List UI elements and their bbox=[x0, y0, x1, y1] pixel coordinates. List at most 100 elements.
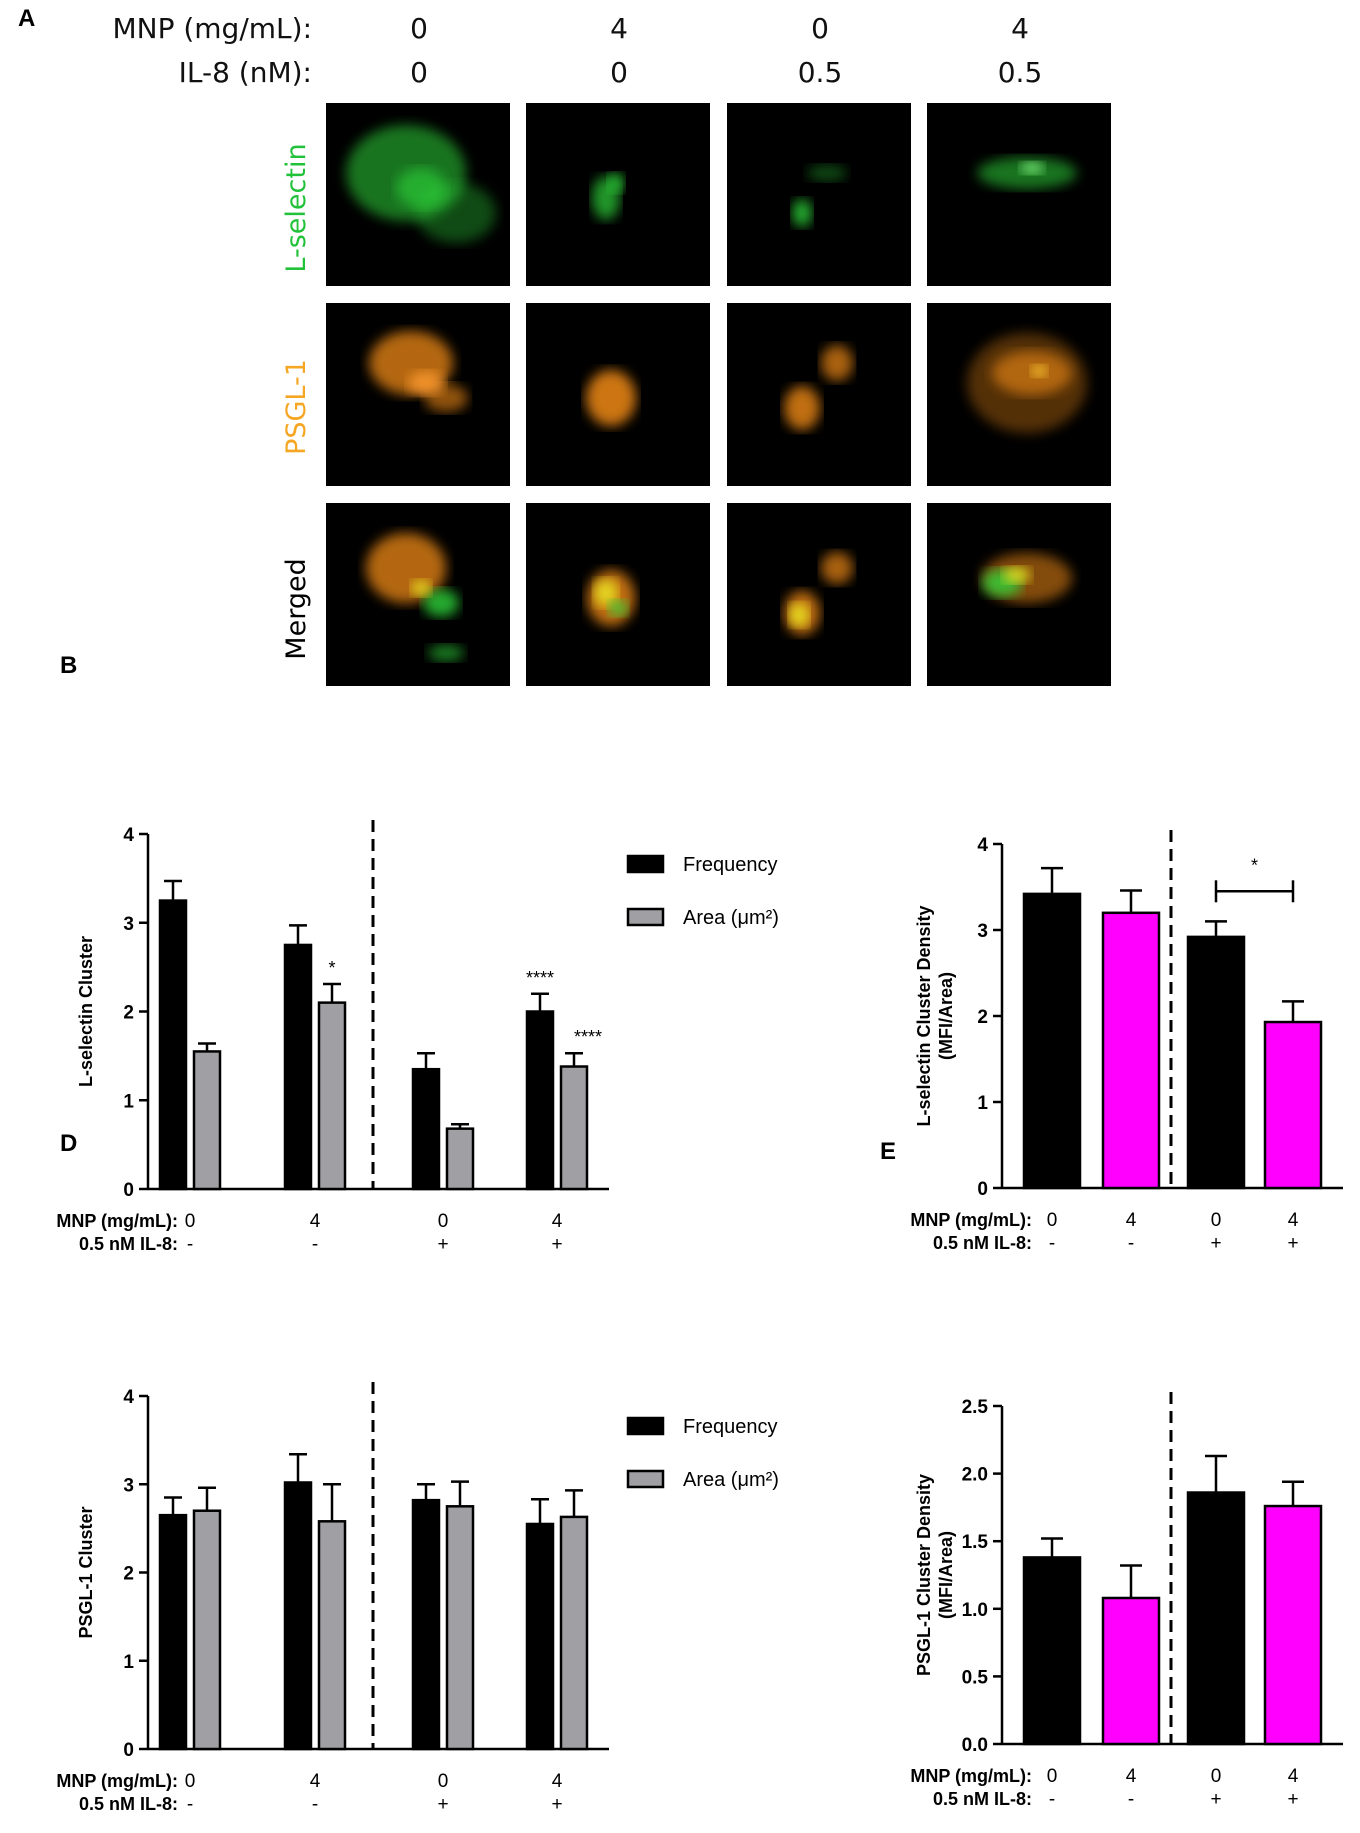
chart-c-row-label-il8: 0.5 nM IL-8: bbox=[933, 1233, 1032, 1253]
chart-d-bar-area-2 bbox=[317, 1520, 347, 1751]
chart-d-bar-area-1 bbox=[192, 1509, 222, 1751]
chart-c-x-label-mnp-3: 0 bbox=[1211, 1210, 1222, 1231]
chart-e-x-label-mnp-1: 0 bbox=[1047, 1766, 1058, 1787]
chart-d-legend-swatch-area bbox=[626, 1469, 665, 1489]
micrograph-l-selectin-col-2 bbox=[526, 103, 710, 286]
chart-b-bar-area-2 bbox=[317, 1001, 347, 1191]
chart-b-y-tick-label: 2 bbox=[123, 1003, 134, 1024]
chart-d-y-tick-label: 0 bbox=[123, 1740, 134, 1761]
chart-b-y-tick-label: 3 bbox=[123, 914, 134, 935]
chart-d-y-tick-label: 1 bbox=[123, 1652, 134, 1673]
chart-e-row-label-mnp: MNP (mg/mL): bbox=[910, 1766, 1032, 1786]
chart-b-x-label-il8-1: - bbox=[187, 1234, 193, 1255]
col-4-mnp: 4 bbox=[1011, 12, 1029, 45]
chart-b-bar-area-3 bbox=[445, 1127, 475, 1191]
chart-c-row-label-mnp: MNP (mg/mL): bbox=[910, 1210, 1032, 1230]
chart-e-bar-1 bbox=[1022, 1556, 1082, 1746]
micrograph-merged-col-4 bbox=[927, 503, 1111, 686]
chart-d-row-label-mnp: MNP (mg/mL): bbox=[56, 1771, 178, 1791]
chart-b-bar-area-1 bbox=[192, 1050, 222, 1191]
chart-c-y-tick-label: 4 bbox=[977, 835, 988, 856]
chart-d-row-label-il8: 0.5 nM IL-8: bbox=[79, 1794, 178, 1814]
chart-c-significance-star: * bbox=[1251, 855, 1258, 875]
chart-d-x-label-il8-3: + bbox=[437, 1794, 448, 1815]
chart-d-x-label-mnp-4: 4 bbox=[552, 1771, 563, 1792]
chart-b-row-label-mnp: MNP (mg/mL): bbox=[56, 1211, 178, 1231]
chart-e-y-tick-label: 0.0 bbox=[962, 1735, 988, 1756]
chart-b-significance-1: * bbox=[328, 958, 335, 978]
chart-e-x-label-mnp-2: 4 bbox=[1126, 1766, 1137, 1787]
chart-b-bar-frequency-3 bbox=[411, 1067, 441, 1191]
chart-e-y-label-2: (MFI/Area) bbox=[936, 1531, 956, 1619]
panel-label-e: E bbox=[880, 1138, 897, 1165]
chart-c-y-tick-label: 2 bbox=[977, 1007, 988, 1028]
chart-c-x-label-il8-4: + bbox=[1287, 1233, 1298, 1254]
chart-b-x-label-il8-3: + bbox=[437, 1234, 448, 1255]
panel-label-d: D bbox=[60, 1130, 78, 1157]
chart-c-y-tick-label: 0 bbox=[977, 1179, 988, 1200]
chart-d-bar-frequency-1 bbox=[158, 1513, 188, 1751]
chart-c-x-label-mnp-1: 0 bbox=[1047, 1210, 1058, 1231]
chart-d-y-tick-label: 2 bbox=[123, 1564, 134, 1585]
chart-c-y-label: L-selectin Cluster Density bbox=[914, 905, 934, 1126]
chart-b-x-label-mnp-3: 0 bbox=[438, 1211, 449, 1232]
chart-e-bar-4 bbox=[1263, 1504, 1323, 1746]
chart-e-x-label-il8-4: + bbox=[1287, 1789, 1298, 1810]
chart-d-bar-frequency-4 bbox=[525, 1522, 555, 1751]
chart-b-significance-3: **** bbox=[574, 1027, 602, 1047]
chart-b-y-tick-label: 0 bbox=[123, 1180, 134, 1201]
col-1-il8: 0 bbox=[410, 56, 428, 89]
chart-c-bar-3 bbox=[1186, 935, 1246, 1190]
chart-b-significance-2: **** bbox=[526, 968, 554, 988]
col-4-il8: 0.5 bbox=[997, 56, 1043, 89]
chart-e-x-label-il8-2: - bbox=[1128, 1789, 1134, 1810]
chart-b-y-tick-label: 1 bbox=[123, 1091, 134, 1112]
chart-b-x-label-mnp-4: 4 bbox=[552, 1211, 563, 1232]
chart-e-bar-3 bbox=[1186, 1491, 1246, 1746]
chart-d-legend-label-area: Area (μm²) bbox=[683, 1469, 779, 1491]
col-1-mnp: 0 bbox=[410, 12, 428, 45]
chart-b-y-label: L-selectin Cluster bbox=[76, 936, 96, 1087]
il8-row-header: IL-8 (nM): bbox=[178, 56, 312, 89]
chart-e-x-label-il8-3: + bbox=[1210, 1789, 1221, 1810]
col-2-il8: 0 bbox=[610, 56, 628, 89]
chart-c-x-label-il8-3: + bbox=[1210, 1233, 1221, 1254]
chart-e-y-tick-label: 2.5 bbox=[962, 1397, 989, 1418]
chart-d-bar-frequency-2 bbox=[283, 1481, 313, 1751]
chart-e-y-tick-label: 0.5 bbox=[962, 1667, 989, 1688]
chart-b-legend-swatch-frequency bbox=[626, 854, 665, 874]
panel-label-a: A bbox=[18, 5, 36, 32]
chart-d-bar-area-3 bbox=[445, 1505, 475, 1751]
chart-d-y-tick-label: 3 bbox=[123, 1475, 134, 1496]
chart-d-x-label-mnp-2: 4 bbox=[310, 1771, 321, 1792]
chart-c-y-tick-label: 3 bbox=[977, 921, 988, 942]
chart-b-legend-label-frequency: Frequency bbox=[683, 854, 778, 876]
chart-b-bar-frequency-2 bbox=[283, 943, 313, 1191]
chart-b-bar-area-4 bbox=[559, 1065, 589, 1191]
chart-e-x-label-mnp-4: 4 bbox=[1288, 1766, 1299, 1787]
chart-c-y-tick-label: 1 bbox=[977, 1093, 988, 1114]
chart-b-y-tick-label: 4 bbox=[123, 825, 134, 846]
chart-b-x-label-il8-2: - bbox=[312, 1234, 318, 1255]
micrograph-l-selectin-col-3 bbox=[727, 103, 911, 286]
micrograph-l-selectin-col-4 bbox=[927, 103, 1111, 286]
chart-d-bar-frequency-3 bbox=[411, 1498, 441, 1751]
chart-e-y-label: PSGL-1 Cluster Density bbox=[914, 1474, 934, 1676]
chart-c-y-label-2: (MFI/Area) bbox=[936, 972, 956, 1060]
micrograph-merged-col-1 bbox=[326, 503, 510, 686]
micrograph-l-selectin-col-1 bbox=[326, 103, 510, 286]
chart-c-x-label-mnp-2: 4 bbox=[1126, 1210, 1137, 1231]
chart-d-x-label-mnp-3: 0 bbox=[438, 1771, 449, 1792]
chart-d-x-label-il8-1: - bbox=[187, 1794, 193, 1815]
col-3-mnp: 0 bbox=[811, 12, 829, 45]
chart-d-bar-area-4 bbox=[559, 1515, 589, 1751]
chart-b-x-label-il8-4: + bbox=[551, 1234, 562, 1255]
micrograph-merged-col-3 bbox=[727, 503, 911, 686]
chart-d-x-label-il8-4: + bbox=[551, 1794, 562, 1815]
chart-d-y-label: PSGL-1 Cluster bbox=[76, 1506, 96, 1638]
chart-b-legend-swatch-area bbox=[626, 907, 665, 927]
chart-c-x-label-il8-2: - bbox=[1128, 1233, 1134, 1254]
chart-e-y-tick-label: 2.0 bbox=[962, 1465, 988, 1486]
chart-e-row-label-il8: 0.5 nM IL-8: bbox=[933, 1789, 1032, 1809]
